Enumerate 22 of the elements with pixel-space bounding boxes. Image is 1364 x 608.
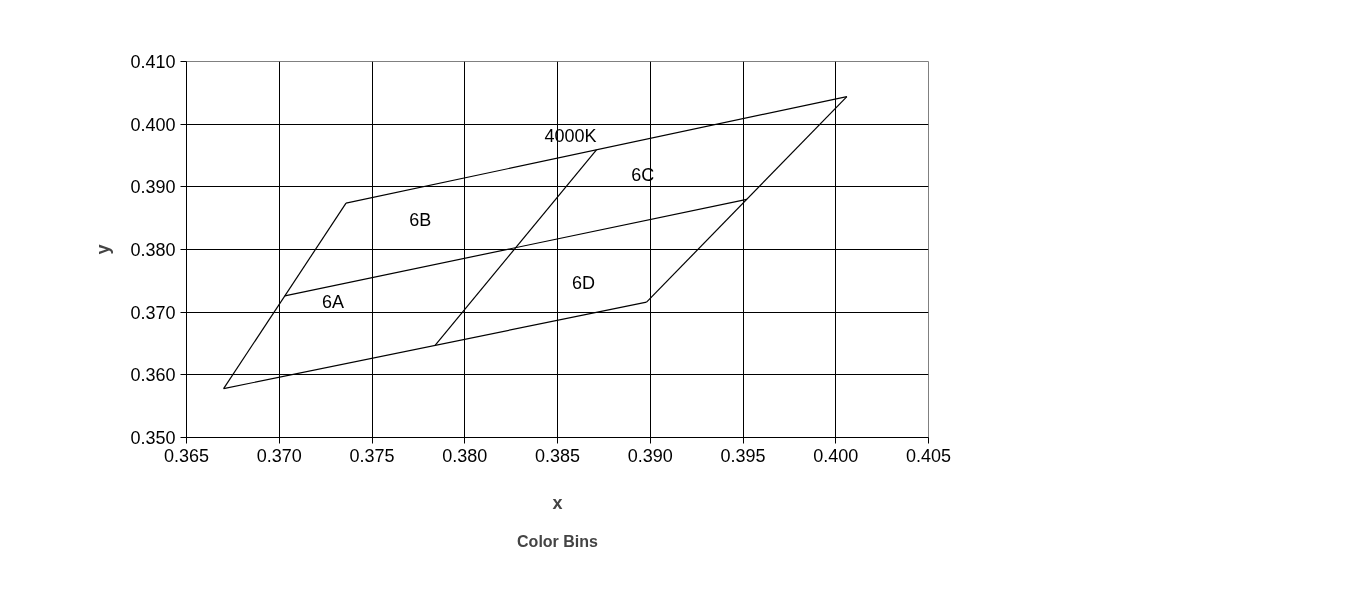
x-tick-label: 0.385: [534, 445, 581, 466]
y-tick-label: 0.380: [130, 240, 176, 260]
y-axis-title: y: [93, 244, 114, 255]
annotation: 6D: [571, 273, 595, 294]
x-tick-label: 0.395: [720, 445, 766, 466]
x-tick-label: 0.390: [627, 445, 673, 466]
x-tick-label: 0.375: [349, 445, 395, 466]
x-axis-title: x: [552, 492, 563, 513]
y-tick-label: 0.400: [130, 114, 176, 135]
x-tick-label: 0.400: [813, 445, 859, 466]
y-tick-label: 0.390: [130, 177, 176, 198]
x-tick-label: 0.380: [442, 445, 488, 466]
y-tick-label: 0.410: [130, 52, 176, 72]
y-tick-label: 0.360: [130, 365, 176, 386]
annotation: 6B: [409, 210, 432, 231]
x-tick-label: 0.365: [163, 445, 210, 466]
y-tick-label: 0.350: [130, 428, 176, 448]
annotation: 6A: [322, 292, 345, 313]
x-tick-label: 0.405: [905, 445, 952, 466]
x-tick-label: 0.370: [256, 445, 302, 466]
y-tick-label: 0.370: [130, 302, 176, 323]
text: Color Bins: [517, 532, 599, 550]
